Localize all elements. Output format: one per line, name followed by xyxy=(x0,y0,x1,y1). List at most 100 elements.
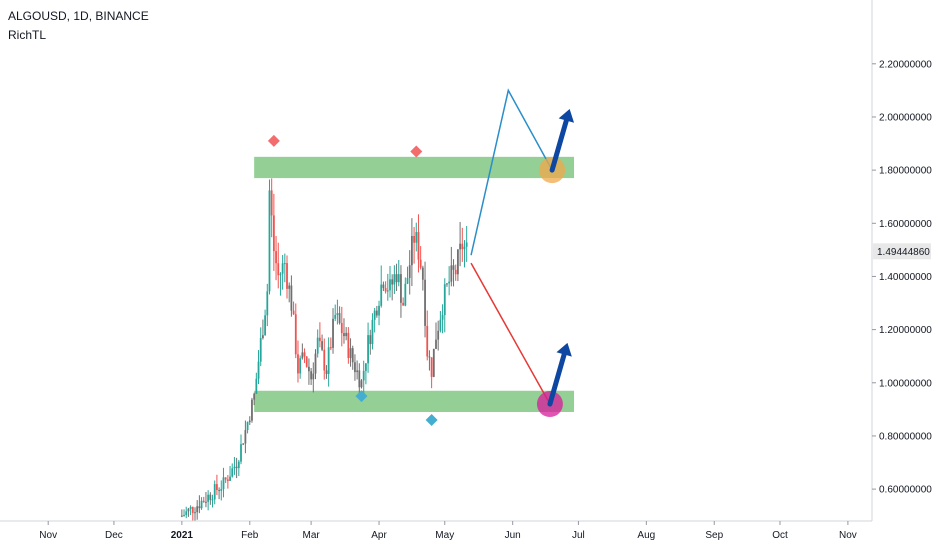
candle xyxy=(336,299,339,325)
candle-body xyxy=(277,263,280,276)
candle xyxy=(400,265,402,318)
candle xyxy=(415,222,418,252)
candle-body xyxy=(205,501,207,503)
candle-body xyxy=(437,330,440,340)
candle-body xyxy=(457,249,459,275)
candle xyxy=(437,320,440,351)
candle xyxy=(334,304,337,322)
candle-body xyxy=(218,490,220,492)
candle xyxy=(327,337,330,387)
candle-body xyxy=(194,512,196,514)
price-tick-label: 1.60000000 xyxy=(879,219,932,230)
candle-body xyxy=(299,358,302,374)
price-tick-label: 2.00000000 xyxy=(879,112,932,123)
candle-body xyxy=(294,314,297,355)
candle-body xyxy=(386,290,389,292)
candle xyxy=(380,265,383,308)
candle xyxy=(288,282,291,303)
candle xyxy=(242,443,245,446)
candle xyxy=(459,221,462,267)
candle-body xyxy=(459,243,462,250)
candle xyxy=(277,242,280,289)
target-arrowhead-bottom xyxy=(556,342,572,357)
candle-body xyxy=(303,352,306,357)
candle xyxy=(446,283,448,287)
candle-body xyxy=(297,354,299,374)
candle-body xyxy=(255,378,258,394)
candle xyxy=(202,496,205,503)
time-tick-label: Dec xyxy=(105,530,123,541)
candle-body xyxy=(257,361,260,379)
candle xyxy=(443,278,446,333)
candle-body xyxy=(290,285,293,311)
candle-body xyxy=(237,461,240,469)
candle-body xyxy=(318,337,321,342)
candle-body xyxy=(286,263,288,289)
candle-body xyxy=(308,366,310,372)
candle xyxy=(378,300,380,326)
candle-body xyxy=(314,353,317,374)
candle xyxy=(428,350,431,371)
candle xyxy=(207,490,210,511)
candle xyxy=(292,301,295,315)
candle xyxy=(386,273,389,301)
candle-body xyxy=(180,515,183,517)
candle-body xyxy=(369,335,372,345)
price-tick-label: 1.00000000 xyxy=(879,378,932,389)
candle xyxy=(235,457,238,479)
candle xyxy=(323,338,326,380)
candle-body xyxy=(200,500,203,509)
candle-body xyxy=(268,190,271,292)
candle-body xyxy=(211,499,214,501)
candle-body xyxy=(251,399,253,421)
candle-body xyxy=(397,274,400,283)
candle-body xyxy=(380,284,383,306)
time-tick-label: Sep xyxy=(705,530,723,541)
candle xyxy=(391,274,394,301)
candle xyxy=(389,265,391,298)
candle-body xyxy=(270,190,273,216)
candle-body xyxy=(354,362,356,373)
candle-body xyxy=(404,283,407,306)
candle-body xyxy=(347,332,350,359)
projection-up-path xyxy=(470,88,553,256)
candle-body xyxy=(426,325,429,357)
candle xyxy=(301,343,304,360)
candle xyxy=(211,494,214,508)
candle-body xyxy=(283,263,286,265)
candle-body xyxy=(461,243,464,250)
candle xyxy=(240,434,242,465)
candle xyxy=(321,334,323,352)
candle xyxy=(294,303,297,359)
candle xyxy=(286,255,288,299)
support-zone xyxy=(254,390,575,413)
candle xyxy=(430,357,433,389)
candle xyxy=(187,507,190,517)
low-marker xyxy=(355,390,368,403)
candle-body xyxy=(323,349,326,371)
time-tick-label: Feb xyxy=(241,530,259,541)
candle xyxy=(410,218,413,286)
candle xyxy=(283,253,286,283)
candle xyxy=(354,354,356,381)
candle xyxy=(452,259,455,287)
candle xyxy=(183,509,185,517)
candle-body xyxy=(424,279,426,326)
candle xyxy=(408,250,411,295)
candle xyxy=(375,305,378,318)
candle xyxy=(233,456,236,475)
candle-body xyxy=(358,370,361,388)
candle xyxy=(180,509,183,518)
candle xyxy=(305,356,308,368)
candle-body xyxy=(373,310,376,320)
candle-body xyxy=(321,341,323,350)
candle xyxy=(441,304,444,334)
candle xyxy=(406,266,409,285)
price-tick-label: 0.60000000 xyxy=(879,485,932,496)
candle-body xyxy=(378,305,380,316)
candle-body xyxy=(185,511,188,516)
candle-body xyxy=(465,242,468,247)
candle xyxy=(259,327,262,367)
